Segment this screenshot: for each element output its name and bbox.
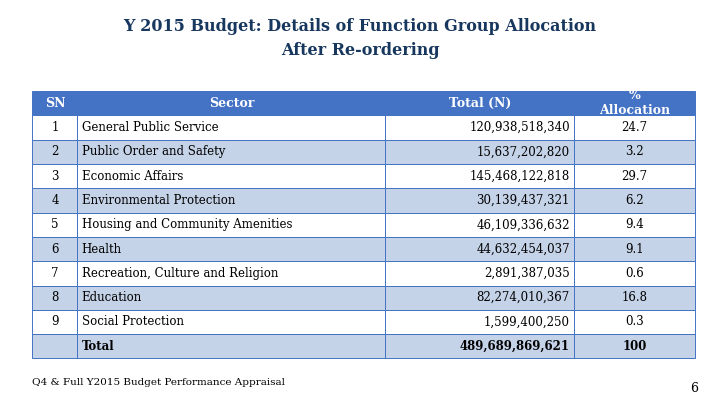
Text: Total (N): Total (N) xyxy=(449,97,511,110)
Bar xyxy=(575,286,695,310)
Bar xyxy=(575,334,695,358)
Bar xyxy=(32,310,78,334)
Text: 8: 8 xyxy=(51,291,58,304)
Text: Environmental Protection: Environmental Protection xyxy=(82,194,235,207)
Bar xyxy=(575,188,695,213)
Text: 16.8: 16.8 xyxy=(621,291,647,304)
Bar xyxy=(78,115,385,140)
Text: 0.6: 0.6 xyxy=(625,267,644,280)
Bar xyxy=(385,237,575,261)
Text: 46,109,336,632: 46,109,336,632 xyxy=(477,218,570,231)
Bar xyxy=(78,286,385,310)
Text: Q4 & Full Y2015 Budget Performance Appraisal: Q4 & Full Y2015 Budget Performance Appra… xyxy=(32,378,285,387)
Bar xyxy=(78,334,385,358)
Text: 30,139,437,321: 30,139,437,321 xyxy=(477,194,570,207)
Bar xyxy=(385,310,575,334)
Bar xyxy=(32,213,78,237)
Bar xyxy=(32,334,78,358)
Text: 24.7: 24.7 xyxy=(621,121,647,134)
Text: Economic Affairs: Economic Affairs xyxy=(82,170,183,183)
Text: %
Allocation: % Allocation xyxy=(599,89,670,117)
Bar xyxy=(78,213,385,237)
Text: Y 2015 Budget: Details of Function Group Allocation: Y 2015 Budget: Details of Function Group… xyxy=(123,18,597,35)
Bar xyxy=(575,310,695,334)
Text: Total: Total xyxy=(82,340,114,353)
Text: 4: 4 xyxy=(51,194,58,207)
Text: 6: 6 xyxy=(690,382,698,395)
Bar xyxy=(32,286,78,310)
Bar xyxy=(32,237,78,261)
Bar xyxy=(78,91,385,115)
Text: Education: Education xyxy=(82,291,142,304)
Text: 2: 2 xyxy=(51,145,58,158)
Text: 3: 3 xyxy=(51,170,58,183)
Text: 100: 100 xyxy=(622,340,647,353)
Bar xyxy=(575,237,695,261)
Bar xyxy=(575,140,695,164)
Text: 15,637,202,820: 15,637,202,820 xyxy=(477,145,570,158)
Bar xyxy=(575,261,695,286)
Text: 1: 1 xyxy=(51,121,58,134)
Bar xyxy=(575,164,695,188)
Text: 2,891,387,035: 2,891,387,035 xyxy=(484,267,570,280)
Text: 44,632,454,037: 44,632,454,037 xyxy=(477,243,570,256)
Bar xyxy=(78,261,385,286)
Text: After Re-ordering: After Re-ordering xyxy=(281,42,439,59)
Bar xyxy=(32,140,78,164)
Bar xyxy=(32,188,78,213)
Text: 120,938,518,340: 120,938,518,340 xyxy=(469,121,570,134)
Text: Sector: Sector xyxy=(209,97,254,110)
Bar xyxy=(385,140,575,164)
Text: 6: 6 xyxy=(51,243,58,256)
Bar xyxy=(385,261,575,286)
Bar xyxy=(385,213,575,237)
Bar xyxy=(78,140,385,164)
Text: 82,274,010,367: 82,274,010,367 xyxy=(477,291,570,304)
Bar xyxy=(385,286,575,310)
Bar xyxy=(575,115,695,140)
Bar xyxy=(78,237,385,261)
Bar xyxy=(385,188,575,213)
Text: Social Protection: Social Protection xyxy=(82,315,184,328)
Text: 6.2: 6.2 xyxy=(625,194,644,207)
Bar xyxy=(32,164,78,188)
Text: 9.4: 9.4 xyxy=(625,218,644,231)
Text: 7: 7 xyxy=(51,267,58,280)
Bar xyxy=(575,91,695,115)
Text: 145,468,122,818: 145,468,122,818 xyxy=(469,170,570,183)
Bar xyxy=(78,188,385,213)
Bar xyxy=(32,115,78,140)
Text: 9.1: 9.1 xyxy=(625,243,644,256)
Text: Housing and Community Amenities: Housing and Community Amenities xyxy=(82,218,292,231)
Text: 29.7: 29.7 xyxy=(621,170,647,183)
Text: 5: 5 xyxy=(51,218,58,231)
Bar xyxy=(385,91,575,115)
Text: 9: 9 xyxy=(51,315,58,328)
Bar xyxy=(32,91,78,115)
Text: General Public Service: General Public Service xyxy=(82,121,218,134)
Bar xyxy=(385,164,575,188)
Bar xyxy=(78,310,385,334)
Text: 0.3: 0.3 xyxy=(625,315,644,328)
Bar xyxy=(385,115,575,140)
Bar xyxy=(385,334,575,358)
Text: Public Order and Safety: Public Order and Safety xyxy=(82,145,225,158)
Text: 3.2: 3.2 xyxy=(625,145,644,158)
Bar xyxy=(32,261,78,286)
Text: Recreation, Culture and Religion: Recreation, Culture and Religion xyxy=(82,267,278,280)
Text: Health: Health xyxy=(82,243,122,256)
Text: SN: SN xyxy=(45,97,66,110)
Bar xyxy=(78,164,385,188)
Text: 489,689,869,621: 489,689,869,621 xyxy=(460,340,570,353)
Text: 1,599,400,250: 1,599,400,250 xyxy=(484,315,570,328)
Bar xyxy=(575,213,695,237)
